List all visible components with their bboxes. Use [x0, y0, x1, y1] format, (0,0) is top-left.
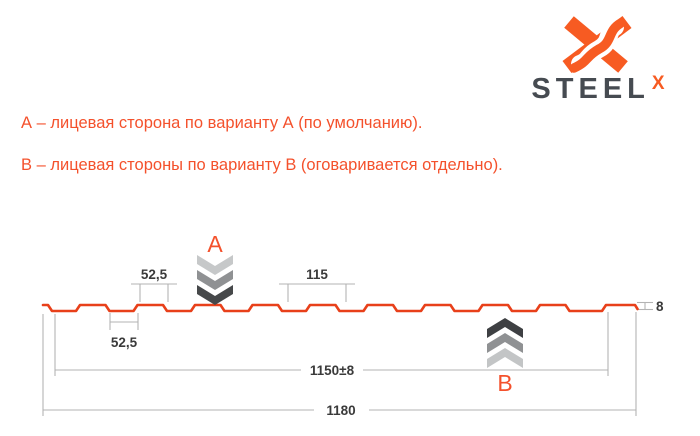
logo-wordmark-text: STEEL	[531, 73, 650, 105]
variant-b-label: В	[497, 370, 512, 396]
dim-overall-width: 1180	[43, 403, 636, 418]
dim-bottom-flat: 52,5	[109, 313, 139, 350]
dim-height-value: 8	[656, 299, 664, 314]
dim-top-flat: 52,5	[131, 267, 177, 302]
dim-top-flat-value: 52,5	[141, 267, 168, 282]
dim-working-width-value: 1150±8	[310, 363, 355, 378]
dim-overall-width-value: 1180	[326, 403, 355, 418]
chevrons-a-icon	[197, 255, 233, 305]
dim-pitch-value: 115	[306, 267, 328, 282]
dim-bottom-flat-value: 52,5	[111, 335, 138, 350]
variant-a-label: А	[207, 231, 223, 257]
dim-pitch: 115	[279, 267, 355, 302]
logo-superscript-x: X	[651, 73, 665, 94]
logo-wordmark: STEEL X	[510, 73, 686, 105]
legend-line-a: А – лицевая сторона по варианту А (по ум…	[21, 114, 423, 132]
steelx-logo: STEEL X	[510, 16, 686, 104]
sheet-profile-outline	[41, 303, 639, 313]
variant-a-marker: А	[197, 231, 233, 305]
dim-height: 8	[637, 299, 664, 314]
chevrons-b-icon	[487, 318, 523, 368]
extension-lines	[42, 312, 637, 416]
variant-b-marker: В	[487, 318, 523, 396]
legend-line-b: В – лицевая стороны по варианту В (огова…	[21, 156, 503, 175]
legend: А – лицевая сторона по варианту А (по ум…	[21, 112, 503, 197]
steelx-logo-mark-icon	[562, 16, 632, 73]
dim-working-width: 1150±8	[55, 363, 608, 378]
